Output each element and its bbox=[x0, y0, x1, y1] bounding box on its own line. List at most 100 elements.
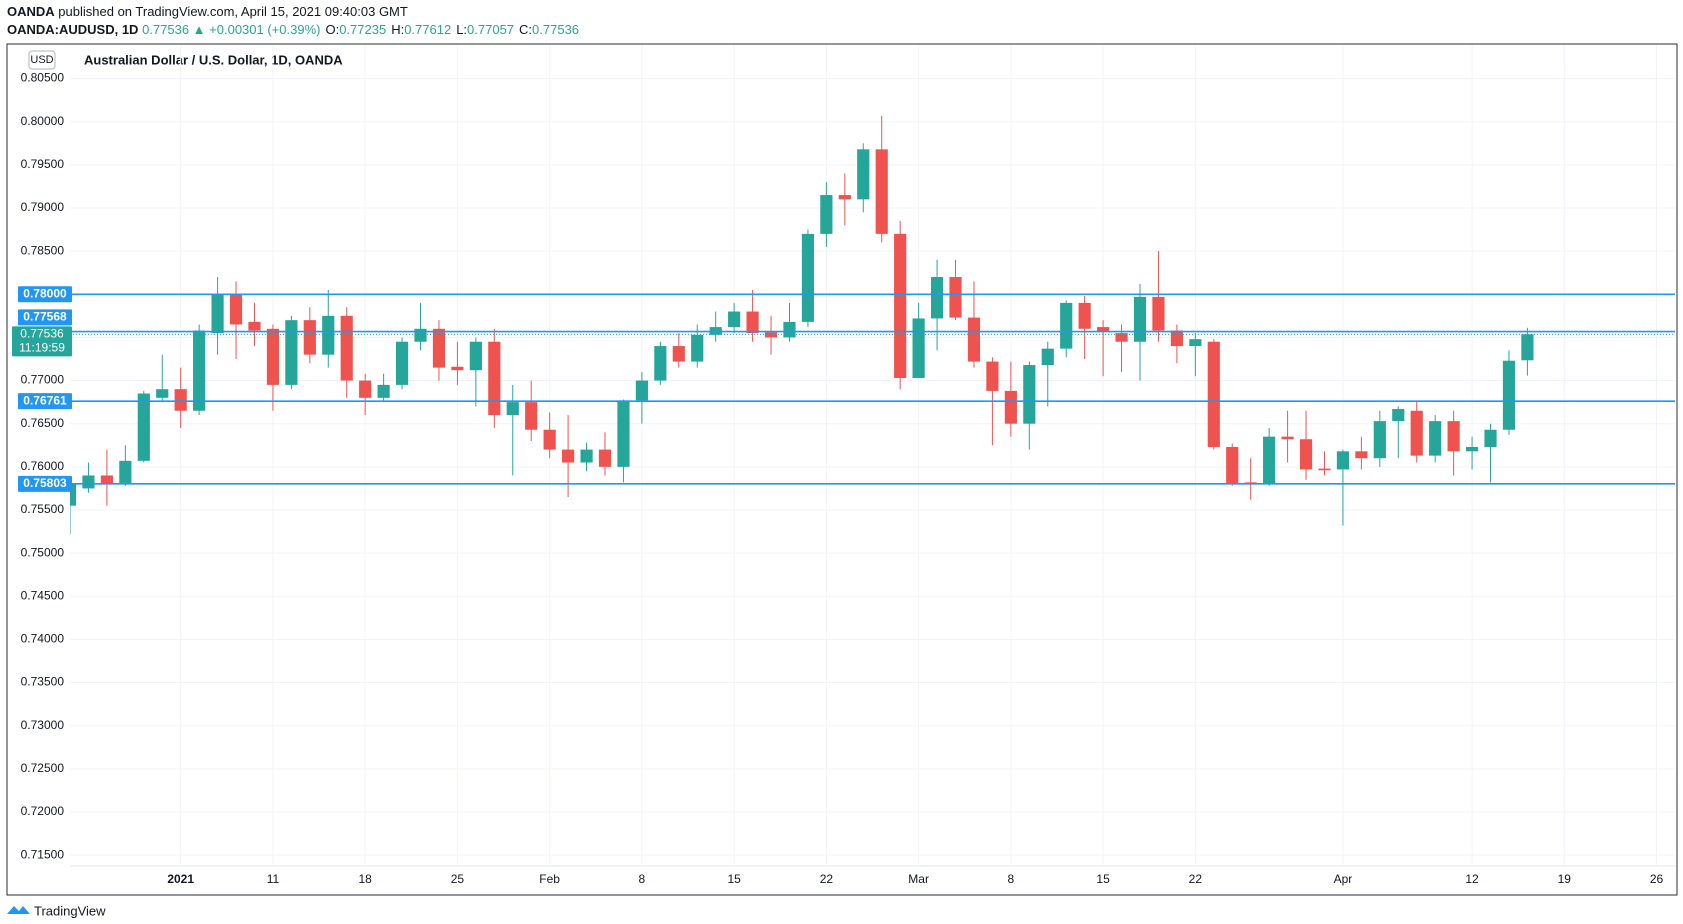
x-tick-label: 15 bbox=[727, 872, 741, 886]
candle-body bbox=[1115, 333, 1128, 342]
y-tick-label: 0.79000 bbox=[21, 200, 65, 214]
candle-body bbox=[285, 320, 298, 385]
candle-body bbox=[451, 366, 464, 371]
y-tick-label: 0.76000 bbox=[21, 459, 65, 473]
y-tick-label: 0.74500 bbox=[21, 588, 65, 602]
x-tick-label: 25 bbox=[451, 872, 465, 886]
x-tick-label: 11 bbox=[267, 872, 280, 886]
candle-body bbox=[248, 321, 261, 331]
candle-body bbox=[1521, 334, 1534, 361]
candle-body bbox=[986, 361, 999, 391]
candle-body bbox=[174, 389, 187, 411]
y-tick-label: 0.72500 bbox=[21, 761, 65, 775]
candle-body bbox=[193, 330, 206, 411]
candle-body bbox=[635, 380, 648, 401]
level-box bbox=[18, 309, 72, 326]
y-tick-label: 0.77000 bbox=[21, 373, 65, 387]
candle-body bbox=[691, 334, 704, 362]
candle-body bbox=[322, 315, 335, 355]
x-tick-label: Apr bbox=[1334, 872, 1353, 886]
level-box bbox=[18, 393, 72, 410]
y-tick-label: 0.71500 bbox=[21, 847, 65, 861]
candle-body bbox=[1152, 296, 1165, 331]
chart-title: Australian Dollar / U.S. Dollar, 1D, OAN… bbox=[84, 52, 343, 67]
candle-body bbox=[543, 429, 556, 450]
footer-logo bbox=[7, 906, 30, 914]
y-tick-label: 0.73500 bbox=[21, 675, 65, 689]
level-label: 0.75803 bbox=[23, 476, 67, 490]
candle-body bbox=[1078, 302, 1091, 329]
ohlc-value: 0.77057 bbox=[467, 22, 514, 37]
candle-body bbox=[746, 311, 759, 334]
last-price-label: 0.77536 bbox=[20, 326, 64, 340]
candle-body bbox=[875, 149, 888, 234]
candle-body bbox=[70, 484, 77, 506]
y-tick-label: 0.76500 bbox=[21, 416, 65, 430]
candle-body bbox=[266, 328, 280, 385]
candle-body bbox=[1263, 436, 1276, 485]
candle-body bbox=[1392, 409, 1405, 422]
candle-body bbox=[469, 341, 482, 371]
y-tick-label: 0.75500 bbox=[21, 502, 65, 516]
published: published on TradingView.com, April 15, … bbox=[58, 4, 408, 19]
candle-body bbox=[930, 277, 944, 319]
candle-body bbox=[1097, 327, 1110, 332]
candle-body bbox=[1484, 429, 1497, 448]
candle-body bbox=[912, 318, 925, 378]
candle-body bbox=[1410, 410, 1423, 456]
level-label: 0.76761 bbox=[23, 393, 67, 407]
candle-body bbox=[728, 311, 741, 328]
candle-body bbox=[229, 294, 243, 325]
level-label: 0.78000 bbox=[23, 286, 67, 300]
candle-body bbox=[82, 475, 95, 489]
footer-brand: TradingView bbox=[34, 903, 106, 918]
candle-body bbox=[783, 321, 796, 338]
x-tick-label: 8 bbox=[1008, 872, 1015, 886]
candle-body bbox=[211, 294, 224, 334]
level-box bbox=[18, 475, 72, 492]
candle-body bbox=[1373, 421, 1386, 459]
candle-body bbox=[137, 393, 150, 461]
ohlc-value: 0.77235 bbox=[339, 22, 386, 37]
candle-body bbox=[672, 346, 685, 362]
candle-body bbox=[1318, 468, 1331, 471]
candles bbox=[70, 115, 1534, 535]
frame bbox=[6, 43, 1678, 896]
x-tick-label: 12 bbox=[1465, 872, 1479, 886]
candle-body bbox=[764, 332, 778, 338]
candle-body bbox=[1429, 421, 1442, 456]
candle-body bbox=[395, 341, 409, 385]
last-price-box bbox=[12, 326, 72, 357]
candle-body bbox=[1060, 302, 1073, 349]
candle-body bbox=[617, 400, 630, 467]
candle-body bbox=[156, 389, 169, 398]
candle-body bbox=[1207, 341, 1220, 448]
x-tick-label: 2021 bbox=[167, 872, 194, 886]
x-tick-label: Feb bbox=[539, 872, 560, 886]
ohlc-label: L: bbox=[456, 22, 467, 37]
candle-body bbox=[894, 233, 907, 378]
candle-body bbox=[119, 460, 132, 485]
candle-body bbox=[857, 149, 870, 200]
candle-body bbox=[838, 195, 851, 200]
candle-body bbox=[506, 402, 519, 416]
grid bbox=[70, 45, 1675, 866]
ohlc-label: H: bbox=[391, 22, 404, 37]
candle-body bbox=[414, 328, 427, 342]
x-tick-label: 22 bbox=[1189, 872, 1203, 886]
candle-body bbox=[967, 317, 981, 362]
candle-body bbox=[1023, 365, 1036, 424]
candle-body bbox=[1170, 330, 1183, 347]
y-tick-label: 0.80500 bbox=[21, 71, 65, 85]
y-tick-label: 0.79500 bbox=[21, 157, 65, 171]
level-box bbox=[18, 286, 72, 303]
candle-body bbox=[340, 315, 353, 381]
y-tick-label: 0.72000 bbox=[21, 804, 65, 818]
candle-body bbox=[1133, 296, 1147, 342]
candle-body bbox=[1299, 439, 1313, 470]
candle-body bbox=[1465, 447, 1479, 452]
x-tick-label: 19 bbox=[1558, 872, 1572, 886]
symbol: OANDA:AUDUSD, 1D bbox=[7, 22, 138, 37]
candle-body bbox=[1336, 451, 1350, 470]
header-line-1: OANDA published on TradingView.com, Apri… bbox=[7, 4, 408, 19]
